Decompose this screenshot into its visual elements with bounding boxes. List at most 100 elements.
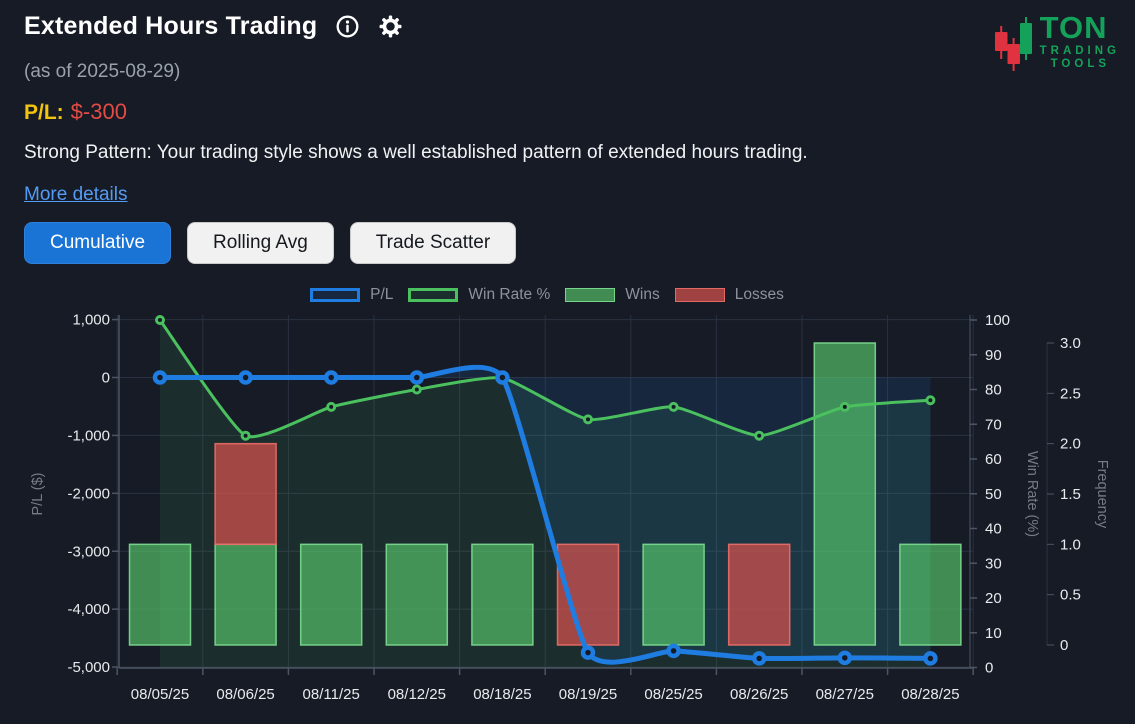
x-tick-label: 08/12/25 xyxy=(388,686,446,703)
winrate-point[interactable] xyxy=(668,401,679,412)
y-tick-label-winrate: 40 xyxy=(985,521,1002,538)
y-axis-title-frequency: Frequency xyxy=(1094,459,1110,529)
y-axis-title-pl: P/L ($) xyxy=(30,472,46,516)
pl-point[interactable] xyxy=(152,370,168,385)
pl-summary-value: $-300 xyxy=(70,99,127,124)
winrate-point[interactable] xyxy=(754,430,765,441)
y-tick-label-pl: -2,000 xyxy=(67,485,110,502)
legend-label-losses: Losses xyxy=(734,286,784,303)
y-tick-label-pl: -3,000 xyxy=(67,543,110,560)
info-icon[interactable] xyxy=(335,14,360,39)
wins-bar[interactable] xyxy=(471,543,534,646)
y-tick-label-winrate: 90 xyxy=(985,347,1002,364)
winrate-line xyxy=(158,318,932,439)
winrate-point[interactable] xyxy=(839,401,850,412)
page-title: Extended Hours Trading xyxy=(24,12,318,40)
y-tick-label-frequency: 1.5 xyxy=(1060,486,1081,503)
y-tick-label-frequency: 0 xyxy=(1060,637,1068,654)
legend-item-losses[interactable]: Losses xyxy=(674,286,784,304)
legend-swatch-losses xyxy=(674,288,725,302)
more-details-link[interactable]: More details xyxy=(24,184,128,205)
losses-bar[interactable] xyxy=(214,442,277,546)
y-tick-label-pl: -5,000 xyxy=(67,659,110,676)
wins-bar[interactable] xyxy=(385,543,449,646)
legend-swatch-pl xyxy=(310,288,361,302)
winrate-point[interactable] xyxy=(155,315,165,325)
x-tick-label: 08/06/25 xyxy=(216,686,274,703)
y-tick-label-winrate: 50 xyxy=(985,486,1002,503)
rolling-avg-button[interactable]: Rolling Avg xyxy=(187,222,334,264)
pl-point[interactable] xyxy=(409,370,425,385)
trade-scatter-button[interactable]: Trade Scatter xyxy=(349,222,517,264)
wins-bar[interactable] xyxy=(128,543,192,646)
x-tick-label: 08/25/25 xyxy=(644,686,702,703)
y-tick-label-winrate: 70 xyxy=(985,416,1002,433)
as-of-date: (as of 2025-08-29) xyxy=(24,61,181,82)
pattern-insight-text: Strong Pattern: Your trading style shows… xyxy=(24,142,808,163)
logo-sub-text-tools: TOOLS xyxy=(1050,58,1111,71)
x-tick-label: 08/18/25 xyxy=(473,686,531,703)
wins-bar[interactable] xyxy=(642,543,705,646)
pl-point[interactable] xyxy=(751,651,767,666)
legend-item-wins[interactable]: Wins xyxy=(565,286,660,304)
legend-item-pl[interactable]: P/L xyxy=(310,286,393,304)
cumulative-button[interactable]: Cumulative xyxy=(24,222,172,264)
y-tick-label-winrate: 30 xyxy=(985,555,1002,572)
losses-bar[interactable] xyxy=(727,543,791,646)
wins-bar[interactable] xyxy=(299,543,363,646)
y-tick-label-winrate: 80 xyxy=(985,382,1002,399)
y-tick-label-pl: 1,000 xyxy=(72,312,110,329)
y-tick-label-pl: 0 xyxy=(102,370,110,387)
y-tick-label-frequency: 0.5 xyxy=(1060,587,1081,604)
pl-point[interactable] xyxy=(495,370,510,385)
ton-trading-tools-logo: TON TRADING TOOLS xyxy=(990,10,1120,76)
y-tick-label-winrate: 100 xyxy=(985,312,1010,329)
pl-summary: P/L: $-300 xyxy=(24,99,127,125)
pl-point[interactable] xyxy=(837,650,853,666)
winrate-point[interactable] xyxy=(925,395,936,406)
pl-line xyxy=(157,364,933,665)
wins-bar[interactable] xyxy=(214,543,277,646)
legend-label-wins: Wins xyxy=(625,286,660,303)
x-tick-label: 08/11/25 xyxy=(303,686,360,703)
y-tick-label-winrate: 60 xyxy=(985,451,1002,468)
gear-icon[interactable] xyxy=(378,14,403,39)
y-tick-label-frequency: 2.0 xyxy=(1060,436,1081,453)
pl-point[interactable] xyxy=(923,651,938,666)
pl-point[interactable] xyxy=(666,643,681,659)
pl-point[interactable] xyxy=(580,645,596,660)
winrate-point[interactable] xyxy=(583,414,593,425)
y-tick-label-frequency: 1.0 xyxy=(1060,536,1081,553)
y-axis-title-winrate: Win Rate (%) xyxy=(1024,450,1040,538)
pl-point[interactable] xyxy=(238,370,253,385)
x-tick-label: 08/27/25 xyxy=(816,686,874,703)
x-tick-label: 08/26/25 xyxy=(730,686,788,703)
logo-main-text: TON xyxy=(1039,10,1108,45)
legend-label-winrate: Win Rate % xyxy=(468,286,551,303)
legend-swatch-wins xyxy=(565,288,616,302)
y-tick-label-pl: -4,000 xyxy=(67,601,110,618)
y-tick-label-winrate: 0 xyxy=(985,660,993,677)
logo-text: TON TRADING TOOLS xyxy=(1039,10,1120,71)
winrate-point[interactable] xyxy=(326,401,337,412)
y-tick-label-frequency: 3.0 xyxy=(1060,335,1081,352)
legend-item-winrate[interactable]: Win Rate % xyxy=(408,286,550,304)
wins-bar[interactable] xyxy=(899,543,962,646)
y-tick-label-frequency: 2.5 xyxy=(1060,385,1081,402)
wins-bar[interactable] xyxy=(813,342,877,646)
y-tick-label-winrate: 10 xyxy=(985,625,1002,642)
header-title-row: Extended Hours Trading xyxy=(24,12,403,41)
pl-point[interactable] xyxy=(323,370,339,385)
y-tick-label-winrate: 20 xyxy=(985,590,1002,607)
candlestick-logo-icon xyxy=(990,13,1032,76)
logo-sub-text-trading: TRADING xyxy=(1039,45,1120,58)
legend-swatch-winrate xyxy=(408,288,459,302)
pl-summary-label: P/L: xyxy=(24,101,64,124)
y-tick-label-pl: -1,000 xyxy=(67,427,110,444)
x-tick-label: 08/05/25 xyxy=(131,686,189,703)
winrate-point[interactable] xyxy=(240,430,251,441)
x-tick-label: 08/19/25 xyxy=(559,686,617,703)
winrate-point[interactable] xyxy=(411,384,422,395)
